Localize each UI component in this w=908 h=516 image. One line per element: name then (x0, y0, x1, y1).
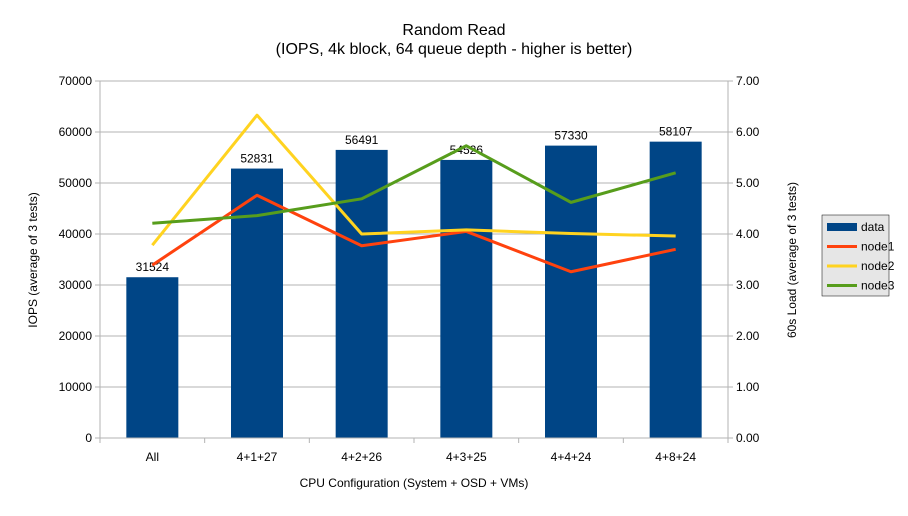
y-tick-label: 10000 (59, 380, 93, 394)
y-tick-label: 20000 (59, 329, 93, 343)
x-axis-label: CPU Configuration (System + OSD + VMs) (300, 476, 529, 490)
y2-tick-label: 2.00 (736, 329, 760, 343)
legend-label-node3: node3 (861, 279, 895, 293)
bar-data (440, 159, 493, 438)
x-tick-label: All (146, 450, 159, 464)
y2-tick-label: 0.00 (736, 431, 760, 445)
y-tick-label: 40000 (59, 227, 93, 241)
y2-tick-label: 7.00 (736, 74, 760, 88)
bar-data-label: 31524 (136, 260, 170, 274)
y2-tick-label: 3.00 (736, 278, 760, 292)
x-tick-label: 4+2+26 (341, 450, 382, 464)
y-tick-label: 60000 (59, 125, 93, 139)
y2-axis-label: 60s Load (average of 3 tests) (785, 182, 799, 338)
bar-data-label: 54526 (450, 143, 484, 157)
bar-data-label: 58107 (659, 125, 693, 139)
legend-label-node2: node2 (861, 259, 895, 273)
bar-data-label: 52831 (240, 152, 274, 166)
line-node1 (151, 193, 676, 274)
y2-tick-label: 1.00 (736, 380, 760, 394)
y2-tick-label: 5.00 (736, 176, 760, 190)
y2-tick-label: 6.00 (736, 125, 760, 139)
x-tick-label: 4+3+25 (446, 450, 487, 464)
legend-label-node1: node1 (861, 240, 895, 254)
y-tick-label: 0 (85, 431, 92, 445)
x-tick-label: 4+1+27 (237, 450, 278, 464)
y-tick-label: 50000 (59, 176, 93, 190)
x-tick-label: 4+8+24 (655, 450, 696, 464)
legend: data node1 node2 node3 (821, 214, 895, 297)
y2-tick-label: 4.00 (736, 227, 760, 241)
x-tick-label: 4+4+24 (551, 450, 592, 464)
bar-data-label: 56491 (345, 133, 379, 147)
bar-data (649, 141, 702, 438)
y-tick-label: 30000 (59, 278, 93, 292)
bar-data (335, 149, 388, 438)
chart-title: Random Read (402, 22, 505, 39)
line-node3 (152, 144, 677, 225)
chart-subtitle: (IOPS, 4k block, 64 queue depth - higher… (276, 41, 633, 58)
legend-swatch-data (827, 223, 857, 231)
bar-data (126, 277, 179, 438)
y-tick-label: 70000 (59, 74, 93, 88)
line-node2 (151, 113, 676, 247)
bar-data (545, 145, 597, 438)
legend-label-data: data (861, 220, 885, 234)
y-axis-label: IOPS (average of 3 tests) (26, 192, 40, 327)
bar-data-label: 57330 (554, 129, 588, 143)
